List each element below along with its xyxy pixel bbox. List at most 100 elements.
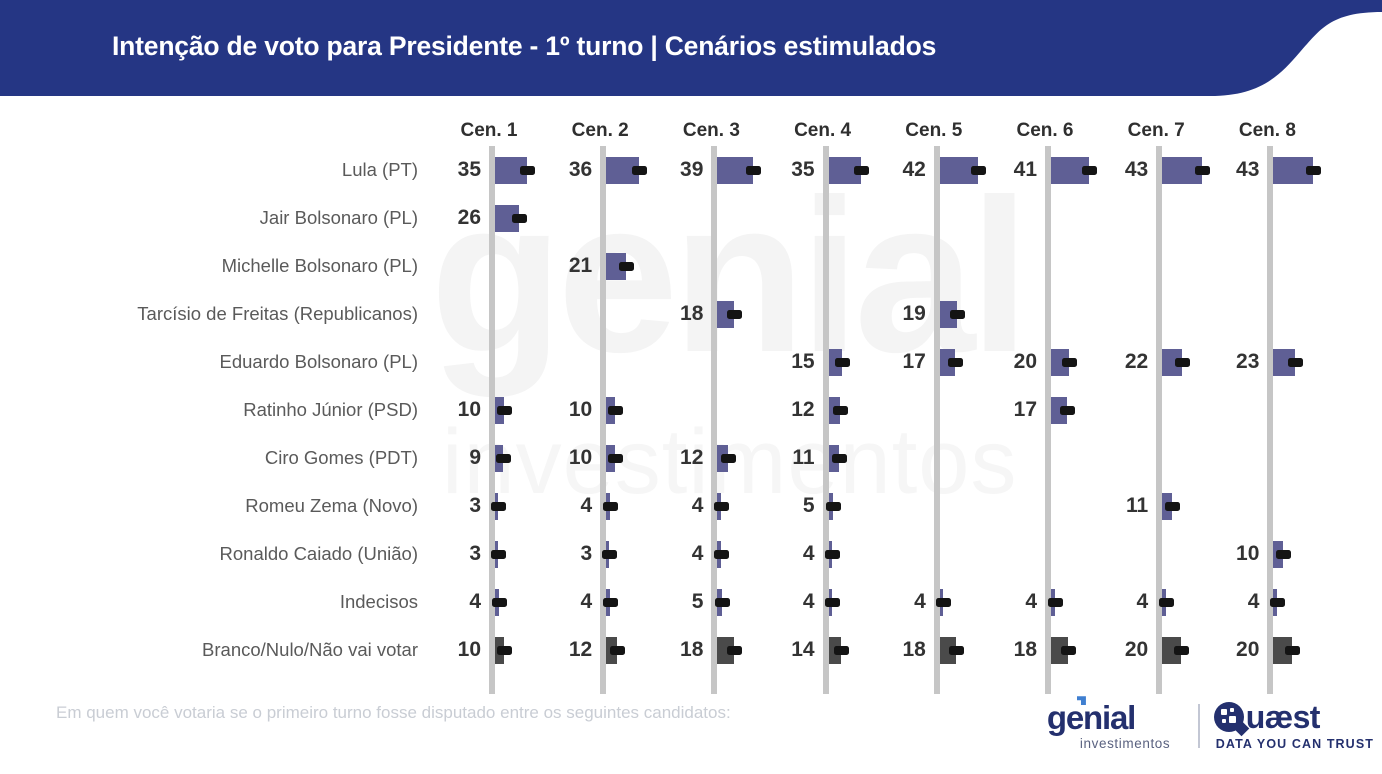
data-cell: 15 — [753, 338, 861, 386]
data-cell: 12 — [753, 386, 858, 434]
value-label: 11 — [1125, 494, 1149, 517]
value-label: 14 — [791, 638, 815, 661]
row-label-5: Eduardo Bolsonaro (PL) — [219, 351, 418, 372]
margin-of-error-marker — [714, 550, 730, 559]
margin-of-error-marker — [949, 646, 965, 655]
value-bar — [939, 349, 956, 376]
value-label: 4 — [1025, 590, 1037, 613]
value-bar — [939, 301, 958, 328]
data-cell: 39 — [641, 146, 771, 194]
value-label: 10 — [568, 446, 593, 469]
data-cell: 10 — [530, 434, 633, 482]
value-bar — [939, 637, 957, 664]
quaest-q-icon — [1213, 702, 1244, 733]
row-label-7: Ciro Gomes (PDT) — [264, 447, 418, 468]
margin-of-error-marker — [602, 502, 618, 511]
margin-of-error-marker — [1158, 598, 1174, 607]
table-row: Romeu Zema (Novo) 3 4 4 5 11 — [0, 482, 1382, 530]
column-header-2: Cen. 2 — [571, 120, 629, 141]
data-cell: 43 — [1197, 146, 1331, 194]
value-label: 21 — [568, 254, 593, 277]
margin-of-error-marker — [721, 454, 737, 463]
data-cell: 4 — [1086, 578, 1184, 626]
header-banner-shape — [0, 0, 1382, 96]
margin-of-error-marker — [520, 166, 536, 175]
margin-of-error-marker — [853, 166, 869, 175]
margin-of-error-marker — [1270, 598, 1286, 607]
margin-of-error-marker — [831, 454, 847, 463]
quaest-tagline: DATA YOU CAN TRUST — [1215, 737, 1374, 752]
value-bar — [717, 301, 734, 328]
value-label: 39 — [680, 158, 704, 181]
margin-of-error-marker — [1194, 166, 1210, 175]
data-cell: 36 — [530, 146, 657, 194]
table-row: Ratinho Júnior (PSD) 10 10 12 17 — [0, 386, 1382, 434]
value-label: 22 — [1124, 350, 1149, 373]
data-cell: 3 — [419, 530, 516, 578]
value-label: 41 — [1013, 158, 1037, 181]
genial-wordmark: genial — [1047, 696, 1136, 734]
data-cell: 4 — [975, 578, 1073, 626]
margin-of-error-marker — [496, 454, 512, 463]
margin-of-error-marker — [936, 598, 952, 607]
data-cell: 3 — [530, 530, 627, 578]
value-label: 4 — [802, 590, 815, 613]
margin-of-error-marker — [1165, 502, 1181, 511]
data-cell: 10 — [530, 386, 633, 434]
value-label: 12 — [568, 638, 593, 661]
column-header-5: Cen. 5 — [905, 120, 963, 141]
data-cell: 22 — [1086, 338, 1200, 386]
margin-of-error-marker — [714, 502, 730, 511]
table-row: Indecisos 4 4 5 4 4 4 4 4 — [0, 578, 1382, 626]
axis-line-5 — [933, 146, 940, 694]
value-label: 10 — [1236, 542, 1260, 565]
margin-of-error-marker — [826, 502, 842, 511]
data-cell: 18 — [975, 626, 1086, 674]
value-bar — [1162, 349, 1183, 376]
data-cell: 18 — [641, 626, 752, 674]
value-bar — [1162, 637, 1181, 664]
value-label: 12 — [791, 398, 815, 421]
table-row: Eduardo Bolsonaro (PL) 15 17 20 22 23 — [0, 338, 1382, 386]
value-label: 18 — [680, 638, 704, 661]
margin-of-error-marker — [490, 550, 506, 559]
logo-divider — [1198, 704, 1200, 748]
data-cell: 20 — [975, 338, 1087, 386]
data-cell: 17 — [975, 386, 1085, 434]
genial-tagline: investimentos — [1079, 736, 1171, 752]
margin-of-error-marker — [1275, 550, 1291, 559]
value-label: 4 — [802, 542, 815, 565]
value-label: 36 — [568, 158, 593, 181]
data-cell: 26 — [419, 194, 537, 242]
margin-of-error-marker — [835, 358, 851, 367]
margin-of-error-marker — [490, 502, 506, 511]
genial-logo: genial investimentos — [1047, 696, 1184, 752]
table-row: Ciro Gomes (PDT) 9 10 12 11 — [0, 434, 1382, 482]
table-row: Ronaldo Caiado (União) 3 3 4 4 10 — [0, 530, 1382, 578]
table-row: Lula (PT) 35 36 39 35 42 41 43 43 — [0, 146, 1382, 194]
value-label: 20 — [1236, 638, 1260, 661]
data-cell: 4 — [753, 578, 851, 626]
value-label: 10 — [457, 638, 481, 661]
logo-group: genial investimentos uæst DATA YOU CAN T… — [1047, 696, 1374, 754]
margin-of-error-marker — [948, 358, 964, 367]
value-label: 43 — [1124, 158, 1149, 181]
value-label: 18 — [1013, 638, 1037, 661]
margin-of-error-marker — [608, 406, 624, 415]
margin-of-error-marker — [1081, 166, 1097, 175]
value-label: 3 — [580, 542, 593, 565]
data-cell: 20 — [1086, 626, 1198, 674]
margin-of-error-marker — [632, 166, 648, 175]
data-cell: 17 — [864, 338, 974, 386]
value-label: 3 — [469, 542, 481, 565]
data-cell: 10 — [1197, 530, 1300, 578]
margin-of-error-marker — [601, 550, 617, 559]
margin-of-error-marker — [1060, 646, 1076, 655]
data-cell: 3 — [419, 482, 516, 530]
column-header-3: Cen. 3 — [682, 120, 740, 141]
data-cell: 4 — [753, 530, 851, 578]
row-label-1: Lula (PT) — [341, 159, 418, 180]
value-label: 17 — [1013, 398, 1037, 421]
data-cell: 4 — [864, 578, 962, 626]
